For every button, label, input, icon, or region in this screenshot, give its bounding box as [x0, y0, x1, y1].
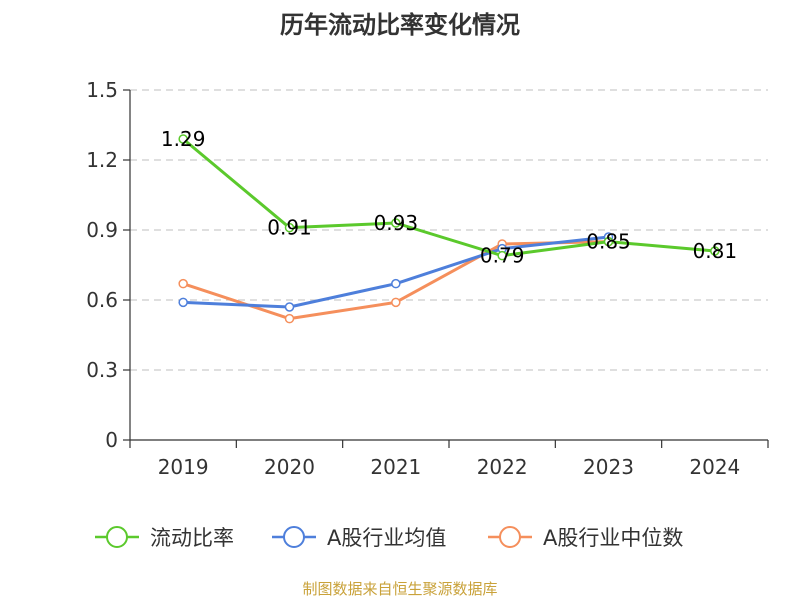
source-footer: 制图数据来自恒生聚源数据库	[302, 580, 497, 598]
data-label: 0.91	[267, 216, 312, 240]
legend: 流动比率 A股行业均值 A股行业中位数	[95, 526, 683, 550]
legend-marker	[283, 526, 305, 548]
data-point-0	[284, 222, 295, 233]
series-layer	[178, 134, 720, 324]
data-point-0	[497, 250, 507, 261]
y-tick-label: 1.5	[86, 78, 118, 102]
y-tick-label: 0	[105, 428, 118, 452]
x-tick-label: 2021	[370, 455, 421, 479]
x-tick-label: 2022	[477, 455, 528, 479]
grid-lines	[130, 89, 768, 371]
data-label: 1.29	[161, 127, 206, 151]
data-labels: 1.29 0.91 0.93 0.79 0.85 0.81	[161, 127, 737, 268]
x-tick-label: 2024	[689, 455, 740, 479]
y-tick-label: 0.3	[86, 358, 118, 382]
chart-title: 历年流动比率变化情况	[280, 11, 520, 39]
data-point-1	[391, 278, 401, 289]
data-point-1	[284, 302, 295, 312]
x-tick-label: 2023	[583, 455, 634, 479]
axes: 0 0.3 0.6 0.9 1.2 1.5 2019 2020 2021 2022 2023 2024	[86, 78, 769, 479]
data-point-2	[391, 297, 401, 308]
x-tick-label: 2019	[158, 455, 209, 479]
data-label: 0.85	[586, 230, 631, 254]
x-tick-label: 2020	[264, 455, 315, 479]
legend-marker	[106, 526, 128, 548]
data-point-0	[391, 218, 401, 228]
data-point-0	[178, 134, 188, 144]
legend-marker	[499, 526, 521, 548]
data-point-0	[603, 236, 614, 247]
data-label: 0.81	[693, 239, 738, 263]
data-point-2	[178, 278, 188, 289]
y-tick-label: 1.2	[86, 148, 118, 172]
series-line-0	[182, 137, 715, 258]
data-label: 0.79	[480, 244, 525, 268]
data-label: 0.93	[374, 211, 419, 235]
legend-label: A股行业均值	[327, 526, 446, 550]
legend-label: 流动比率	[150, 526, 234, 550]
data-point-0	[710, 246, 720, 256]
data-point-1	[178, 297, 188, 308]
y-tick-label: 0.6	[86, 288, 118, 312]
data-point-2	[284, 313, 295, 324]
series-line-1	[183, 235, 609, 309]
legend-label: A股行业中位数	[543, 526, 683, 550]
y-tick-label: 0.9	[86, 218, 118, 242]
